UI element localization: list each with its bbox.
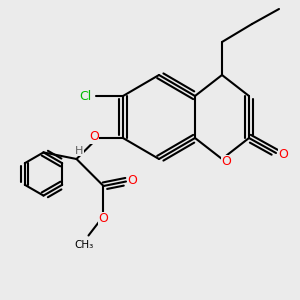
Text: H: H xyxy=(75,146,84,156)
Text: O: O xyxy=(89,130,99,143)
Text: CH₃: CH₃ xyxy=(74,239,94,250)
Text: O: O xyxy=(128,173,137,187)
Text: O: O xyxy=(99,212,108,226)
Text: O: O xyxy=(279,148,288,161)
Text: O: O xyxy=(222,155,231,169)
Text: Cl: Cl xyxy=(80,89,92,103)
